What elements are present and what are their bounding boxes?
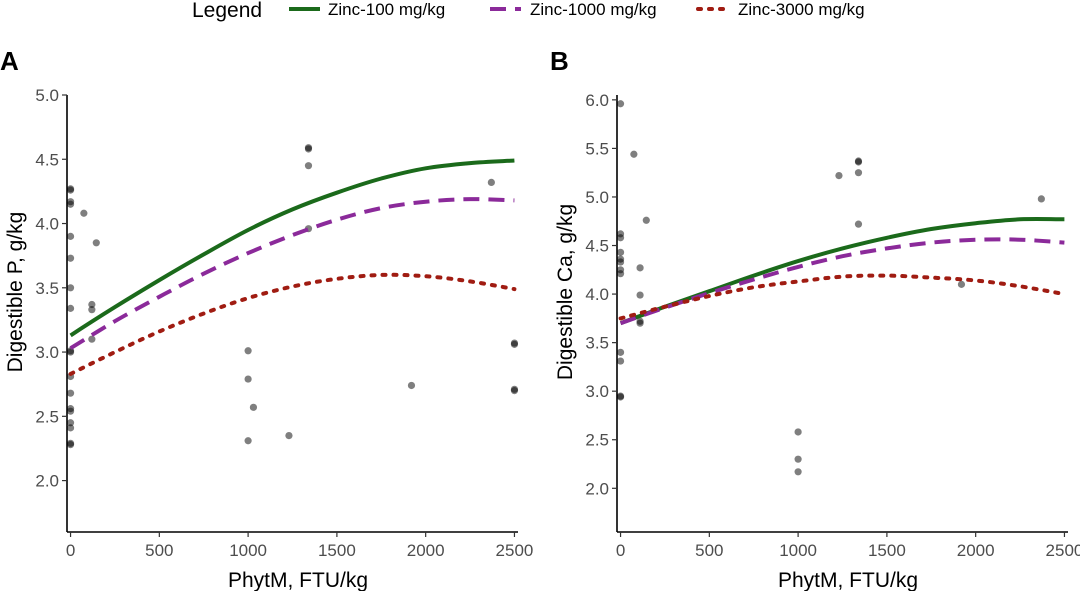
panel-a-x-tick-label: 2500 (496, 541, 534, 560)
panel-a-data-point (66, 186, 75, 194)
panel-b-data-point (854, 169, 863, 177)
panel-a-x-tick-label: 1500 (318, 541, 356, 560)
legend-title: Legend (192, 0, 262, 22)
panel-b-data-point (616, 348, 625, 356)
panel-b-curve-zinc-1000-mg-kg (619, 237, 1065, 326)
panel-b-data-point (616, 258, 625, 266)
panel-a-data-point (88, 335, 96, 343)
panel-a-curve-zinc-1000-mg-kg (69, 197, 515, 350)
panel-b-x-axis-title: PhytM, FTU/kg (778, 569, 918, 591)
panel-b: B PhytM, FTU/kg Digestible Ca, g/kg 2.0 2… (550, 46, 1080, 591)
panel-b-y-tick-label: 4.0 (585, 285, 609, 304)
panel-b-data-point (616, 270, 625, 278)
panel-a-x-tick-label: 500 (145, 541, 173, 560)
legend-label-zinc-3000: Zinc-3000 mg/kg (738, 0, 865, 19)
panel-a-data-point (285, 432, 293, 440)
panel-b-data-point (616, 234, 625, 242)
panel-a-data-point (304, 145, 313, 153)
panel-a-x-tick-label: 1000 (229, 541, 267, 560)
panel-a-x-tick-label: 2000 (407, 541, 445, 560)
panel-a-data-point (487, 178, 495, 186)
panel-b-x-tick-label: 500 (695, 541, 723, 560)
panel-b-y-tick-label: 5.0 (585, 188, 609, 207)
panel-a-data-point (88, 306, 96, 314)
panel-a-y-tick-label: 4.0 (35, 215, 59, 234)
panel-b-data-point (616, 393, 625, 401)
panel-a-data-point (80, 209, 88, 217)
panel-a-data-point (66, 419, 75, 427)
panel-b-data-point (794, 455, 802, 463)
panel-a-data-point (66, 200, 75, 208)
panel-b-data-point (854, 158, 863, 166)
panel-a-data-point (92, 239, 100, 247)
panel-a-data-point (66, 254, 75, 262)
panel-b-data-point (616, 100, 625, 108)
panel-b-data-point (642, 216, 650, 224)
panel-a-data-point (66, 407, 75, 415)
panel-b-y-tick-label: 4.5 (585, 237, 609, 256)
panel-b-curve-zinc-3000-mg-kg (618, 273, 1067, 321)
panel-a-data-point (244, 347, 252, 355)
panel-a-x-tick-label: 0 (66, 541, 75, 560)
panel-a: A PhytM, FTU/kg Digestible P, g/kg 2.0 2.… (0, 46, 533, 591)
panel-b-data-point (630, 150, 638, 158)
panel-a-y-tick-label: 4.5 (35, 150, 59, 169)
panel-a-data-point (510, 387, 519, 395)
panel-a-curve-zinc-3000-mg-kg (68, 272, 517, 376)
panel-a-data-point (66, 232, 75, 240)
panel-a-data-point (66, 348, 75, 356)
panel-a-data-point (66, 304, 75, 312)
panel-a-y-tick-label: 2.0 (35, 472, 59, 491)
panel-b-data-point (794, 468, 802, 476)
panel-a-curve-zinc-100-mg-kg (69, 158, 515, 338)
panel-a-data-point (66, 284, 75, 292)
panel-a-data-point (66, 424, 75, 432)
panel-a-data-point (407, 381, 416, 390)
panel-b-data-point (636, 264, 644, 272)
panel-b-data-point (636, 319, 644, 327)
panel-b-data-point (957, 280, 966, 288)
panel-b-label: B (550, 46, 569, 76)
panel-b-data-point (854, 220, 863, 228)
panel-b-x-tick-label: 2500 (1046, 541, 1080, 560)
panel-a-data-point (304, 162, 313, 170)
panel-b-x-tick-label: 1000 (779, 541, 817, 560)
panel-b-data-point (835, 172, 843, 180)
panel-b-y-tick-label: 3.5 (585, 334, 609, 353)
panel-b-y-tick-label: 3.0 (585, 382, 609, 401)
panel-b-curve-zinc-100-mg-kg (619, 217, 1065, 326)
panel-a-y-axis-title: Digestible P, g/kg (4, 212, 27, 373)
legend-label-zinc-1000: Zinc-1000 mg/kg (530, 0, 657, 19)
panel-b-y-axis-title: Digestible Ca, g/kg (554, 204, 577, 380)
panel-b-y-tick-label: 5.5 (585, 139, 609, 158)
panel-b-data-point (794, 428, 802, 436)
legend-label-zinc-100: Zinc-100 mg/kg (328, 0, 445, 19)
panel-a-y-tick-label: 3.5 (35, 279, 59, 298)
panel-a-y-tick-label: 2.5 (35, 407, 59, 426)
panel-a-y-tick-label: 5.0 (35, 86, 59, 105)
legend: Legend Zinc-100 mg/kg Zinc-1000 mg/kg Zi… (192, 0, 865, 22)
panel-a-data-point (244, 437, 252, 445)
panel-b-data-point (636, 291, 644, 299)
panel-a-x-axis-title: PhytM, FTU/kg (228, 569, 368, 591)
panel-a-data-point (88, 300, 96, 309)
panel-a-y-tick-label: 3.0 (35, 343, 59, 362)
panel-b-x-tick-label: 2000 (957, 541, 995, 560)
panel-b-data-point (1037, 195, 1045, 203)
panel-b-data-point (616, 357, 625, 365)
panel-b-y-tick-label: 6.0 (585, 91, 609, 110)
panel-b-y-tick-label: 2.0 (585, 479, 609, 498)
panel-b-y-tick-label: 2.5 (585, 431, 609, 450)
panel-a-data-point (510, 340, 519, 348)
panel-b-x-tick-label: 0 (616, 541, 625, 560)
panel-a-data-point (244, 375, 252, 383)
panel-b-x-tick-label: 1500 (868, 541, 906, 560)
panel-a-label: A (0, 46, 19, 76)
panel-a-data-point (249, 403, 258, 411)
panel-a-data-point (66, 441, 75, 449)
panel-a-data-point (66, 389, 75, 397)
panel-b-data-point (616, 248, 625, 256)
